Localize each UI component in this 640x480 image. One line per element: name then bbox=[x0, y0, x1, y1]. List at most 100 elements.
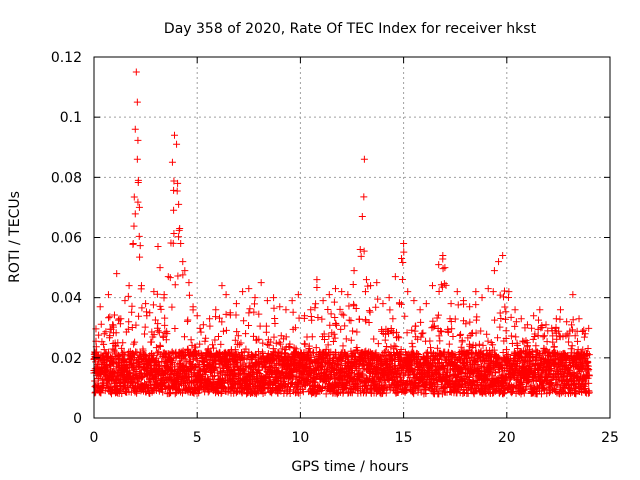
x-tick-label: 5 bbox=[193, 430, 202, 446]
data-point bbox=[479, 341, 487, 349]
data-point bbox=[242, 345, 250, 353]
data-point bbox=[301, 340, 309, 348]
data-point bbox=[475, 340, 483, 348]
data-point bbox=[270, 304, 278, 312]
data-point bbox=[585, 351, 593, 359]
data-point bbox=[202, 334, 210, 342]
data-point bbox=[305, 342, 313, 350]
data-point bbox=[286, 386, 294, 394]
data-point bbox=[214, 387, 222, 395]
data-point bbox=[559, 333, 567, 341]
data-point bbox=[119, 356, 127, 364]
data-point bbox=[125, 348, 133, 356]
data-point bbox=[128, 302, 136, 310]
data-point bbox=[444, 328, 452, 336]
data-point bbox=[131, 210, 139, 218]
data-point bbox=[412, 374, 420, 382]
data-point bbox=[226, 366, 234, 374]
data-point bbox=[331, 334, 339, 342]
data-point bbox=[134, 198, 142, 206]
data-point bbox=[181, 267, 189, 275]
data-point bbox=[206, 315, 214, 323]
data-point bbox=[147, 338, 155, 346]
data-point bbox=[540, 386, 548, 394]
data-point bbox=[276, 303, 284, 311]
data-point bbox=[105, 314, 113, 322]
data-point bbox=[570, 368, 578, 376]
data-point bbox=[232, 311, 240, 319]
y-tick-label: 0.1 bbox=[60, 110, 82, 126]
data-point bbox=[580, 326, 588, 334]
data-point bbox=[454, 301, 462, 309]
data-point bbox=[185, 384, 193, 392]
data-point bbox=[193, 312, 201, 320]
data-point bbox=[569, 316, 577, 324]
data-point bbox=[525, 378, 533, 386]
data-point bbox=[496, 323, 504, 331]
data-point bbox=[269, 345, 277, 353]
data-point bbox=[524, 342, 532, 350]
data-point bbox=[150, 288, 158, 296]
data-point bbox=[358, 212, 366, 220]
data-point bbox=[196, 324, 204, 332]
data-point bbox=[429, 323, 437, 331]
data-point bbox=[100, 346, 108, 354]
data-point bbox=[408, 339, 416, 347]
data-point bbox=[541, 386, 549, 394]
data-point bbox=[386, 306, 394, 314]
data-point bbox=[401, 312, 409, 320]
data-point bbox=[499, 293, 507, 301]
data-point bbox=[322, 390, 330, 398]
data-point bbox=[409, 343, 417, 351]
data-point bbox=[180, 333, 188, 341]
data-point bbox=[157, 305, 165, 313]
data-point bbox=[173, 187, 181, 195]
y-tick-label: 0.12 bbox=[51, 50, 82, 66]
data-point bbox=[536, 351, 544, 359]
data-point bbox=[171, 390, 179, 398]
data-point bbox=[212, 306, 220, 314]
data-point bbox=[152, 354, 160, 362]
data-point bbox=[435, 332, 443, 340]
data-point bbox=[245, 309, 253, 317]
data-point bbox=[250, 300, 258, 308]
data-point bbox=[391, 273, 399, 281]
data-point bbox=[110, 311, 118, 319]
data-point bbox=[534, 332, 542, 340]
data-point bbox=[267, 338, 275, 346]
data-point bbox=[233, 328, 241, 336]
data-point bbox=[407, 364, 415, 372]
data-point bbox=[169, 359, 177, 367]
data-point bbox=[338, 288, 346, 296]
data-point bbox=[330, 298, 338, 306]
data-point bbox=[151, 316, 159, 324]
data-point bbox=[556, 332, 564, 340]
data-point bbox=[397, 346, 405, 354]
data-point bbox=[166, 274, 174, 282]
data-point bbox=[329, 337, 337, 345]
data-point bbox=[469, 378, 477, 386]
data-point bbox=[400, 248, 408, 256]
data-point bbox=[128, 323, 136, 331]
data-point bbox=[124, 325, 132, 333]
data-point bbox=[585, 372, 593, 380]
data-point bbox=[494, 334, 502, 342]
data-point bbox=[499, 349, 507, 357]
data-point bbox=[235, 370, 243, 378]
data-point bbox=[362, 388, 370, 396]
y-tick-label: 0.04 bbox=[51, 291, 82, 307]
data-point bbox=[356, 246, 364, 254]
data-point bbox=[397, 300, 405, 308]
data-point bbox=[134, 178, 142, 186]
data-point bbox=[169, 239, 177, 247]
data-point bbox=[316, 388, 324, 396]
data-point bbox=[153, 290, 161, 298]
data-point bbox=[263, 297, 271, 305]
data-point bbox=[102, 328, 110, 336]
data-point bbox=[171, 325, 179, 333]
data-point bbox=[294, 291, 302, 299]
data-point bbox=[434, 311, 442, 319]
data-point bbox=[154, 243, 162, 251]
data-point bbox=[193, 356, 201, 364]
